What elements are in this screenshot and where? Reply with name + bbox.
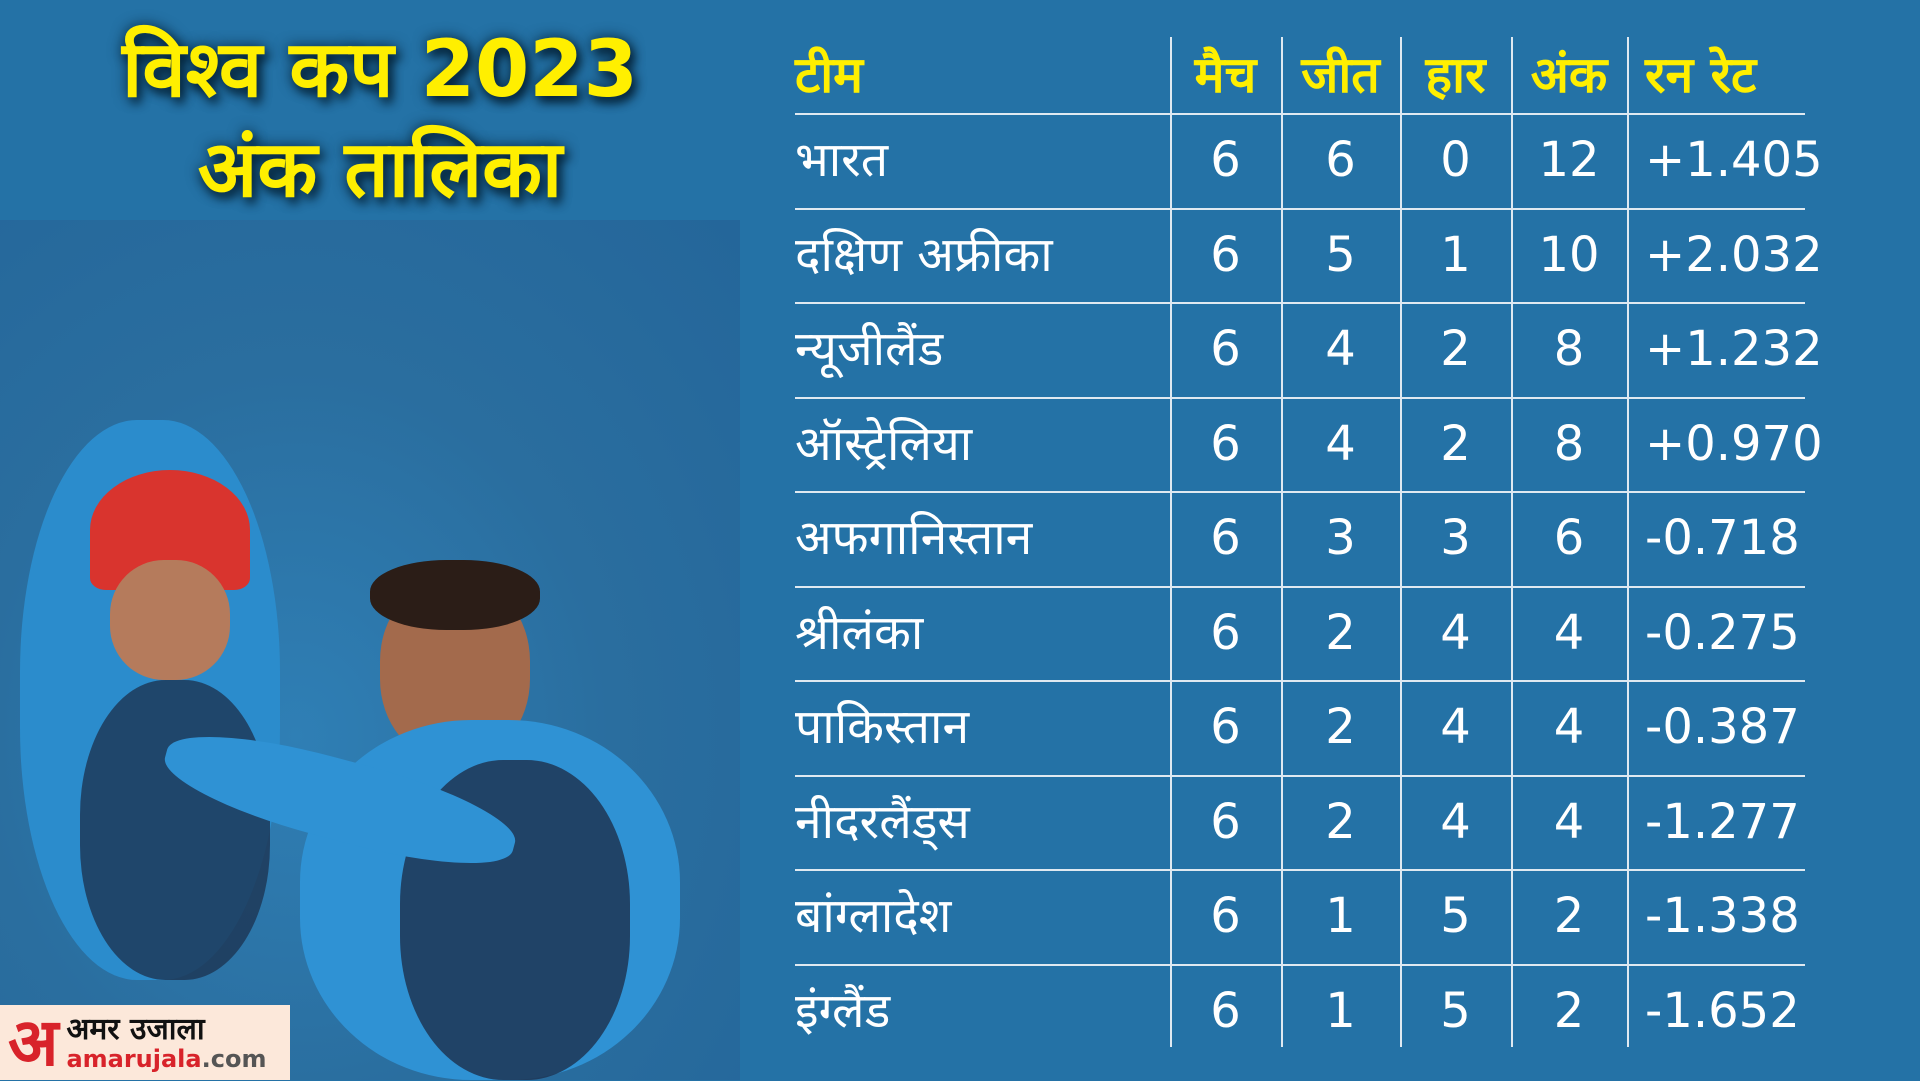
cell-run-rate: -0.387 bbox=[1645, 699, 1800, 755]
title-line-1: विश्व कप 2023 bbox=[122, 25, 638, 115]
cell-run-rate: -0.718 bbox=[1645, 510, 1800, 566]
cell-lost: 4 bbox=[1440, 699, 1471, 755]
cell-team: अफगानिस्तान bbox=[795, 510, 1033, 566]
cell-team: न्यूजीलैंड bbox=[795, 321, 944, 377]
cell-matches: 6 bbox=[1210, 699, 1241, 755]
cell-run-rate: -0.275 bbox=[1645, 604, 1800, 661]
cell-won: 2 bbox=[1325, 793, 1356, 850]
cell-points: 10 bbox=[1538, 226, 1600, 283]
cell-lost: 5 bbox=[1440, 982, 1471, 1039]
row-divider bbox=[795, 207, 1805, 210]
cell-matches: 6 bbox=[1210, 604, 1241, 661]
points-table: टीम मैच जीत हार अंक रन रेट भारत 6 6 0 12 +1.405 दक्ष… bbox=[795, 37, 1825, 1047]
cell-run-rate: +2.032 bbox=[1645, 226, 1823, 283]
cell-matches: 6 bbox=[1210, 510, 1241, 566]
cell-matches: 6 bbox=[1210, 982, 1241, 1039]
cell-team: दक्षिण अफ्रीका bbox=[795, 226, 1053, 283]
cell-lost: 4 bbox=[1440, 793, 1471, 850]
cell-won: 6 bbox=[1325, 132, 1356, 188]
row-divider bbox=[795, 491, 1805, 493]
header-won: जीत bbox=[1301, 46, 1380, 104]
cell-team: नीदरलैंड्स bbox=[795, 793, 970, 850]
cell-matches: 6 bbox=[1210, 321, 1241, 377]
cell-won: 5 bbox=[1325, 226, 1356, 283]
cell-lost: 4 bbox=[1440, 604, 1471, 661]
cell-points: 4 bbox=[1553, 699, 1585, 755]
header-run-rate: रन रेट bbox=[1645, 46, 1757, 104]
cell-matches: 6 bbox=[1210, 415, 1241, 472]
title-line-2: अंक तालिका bbox=[197, 125, 563, 215]
amarujala-logo: अ अमर उजाला amarujala.com bbox=[0, 1005, 290, 1080]
cell-lost: 0 bbox=[1440, 132, 1471, 188]
cell-points: 4 bbox=[1553, 793, 1585, 850]
column-divider bbox=[1400, 37, 1402, 1047]
column-divider bbox=[1511, 37, 1513, 1047]
cell-run-rate: -1.338 bbox=[1645, 888, 1800, 944]
cell-lost: 2 bbox=[1440, 415, 1471, 472]
logo-domain-tld: .com bbox=[201, 1044, 267, 1073]
header-team: टीम bbox=[795, 46, 864, 104]
cell-matches: 6 bbox=[1210, 888, 1241, 944]
logo-hindi: अमर उजाला bbox=[66, 1011, 205, 1047]
cell-lost: 1 bbox=[1440, 226, 1471, 283]
cell-run-rate: +1.405 bbox=[1645, 132, 1823, 188]
cell-won: 4 bbox=[1325, 415, 1356, 472]
row-divider bbox=[795, 396, 1805, 399]
cell-won: 4 bbox=[1325, 321, 1356, 377]
cell-team: ऑस्ट्रेलिया bbox=[795, 415, 973, 472]
cell-won: 2 bbox=[1325, 699, 1356, 755]
cell-points: 2 bbox=[1553, 888, 1585, 944]
column-divider bbox=[1170, 37, 1172, 1047]
logo-mark: अ bbox=[8, 1003, 59, 1081]
cell-run-rate: +1.232 bbox=[1645, 321, 1823, 377]
cell-points: 6 bbox=[1553, 510, 1585, 566]
jersey-pattern-left bbox=[80, 680, 270, 980]
cell-points: 2 bbox=[1553, 982, 1585, 1039]
column-divider bbox=[1627, 37, 1629, 1047]
cell-lost: 5 bbox=[1440, 888, 1471, 944]
row-divider bbox=[795, 585, 1805, 588]
row-divider bbox=[795, 963, 1805, 966]
row-divider bbox=[795, 774, 1805, 777]
cell-team: इंग्लैंड bbox=[795, 982, 891, 1039]
cell-points: 8 bbox=[1553, 321, 1585, 377]
column-divider bbox=[1281, 37, 1283, 1047]
header-points: अंक bbox=[1530, 46, 1608, 104]
header-matches: मैच bbox=[1194, 46, 1257, 104]
cell-run-rate: +0.970 bbox=[1645, 415, 1823, 472]
row-divider bbox=[795, 869, 1805, 871]
cell-lost: 2 bbox=[1440, 321, 1471, 377]
cell-lost: 3 bbox=[1440, 510, 1471, 566]
cell-team: पाकिस्तान bbox=[795, 699, 970, 755]
cell-matches: 6 bbox=[1210, 793, 1241, 850]
player-right-hair bbox=[370, 560, 540, 630]
cell-won: 1 bbox=[1325, 982, 1356, 1039]
cell-team: श्रीलंका bbox=[795, 604, 924, 661]
cell-team: बांग्लादेश bbox=[795, 888, 952, 944]
cell-points: 8 bbox=[1553, 415, 1585, 472]
cell-won: 1 bbox=[1325, 888, 1356, 944]
row-divider bbox=[795, 680, 1805, 682]
player-left-face bbox=[110, 560, 230, 680]
cell-team: भारत bbox=[795, 132, 889, 188]
cell-run-rate: -1.652 bbox=[1645, 982, 1800, 1039]
row-divider bbox=[795, 302, 1805, 304]
logo-domain: amarujala.com bbox=[66, 1046, 266, 1072]
cell-points: 12 bbox=[1538, 132, 1600, 188]
row-divider bbox=[795, 113, 1805, 115]
page-title: विश्व कप 2023 अंक तालिका bbox=[0, 20, 760, 220]
cell-won: 3 bbox=[1325, 510, 1356, 566]
cell-matches: 6 bbox=[1210, 226, 1241, 283]
players-photo bbox=[0, 220, 740, 1080]
cell-matches: 6 bbox=[1210, 132, 1241, 188]
cell-run-rate: -1.277 bbox=[1645, 793, 1800, 850]
header-lost: हार bbox=[1425, 46, 1486, 104]
cell-won: 2 bbox=[1325, 604, 1356, 661]
logo-domain-name: amarujala bbox=[66, 1044, 202, 1073]
cell-points: 4 bbox=[1553, 604, 1585, 661]
